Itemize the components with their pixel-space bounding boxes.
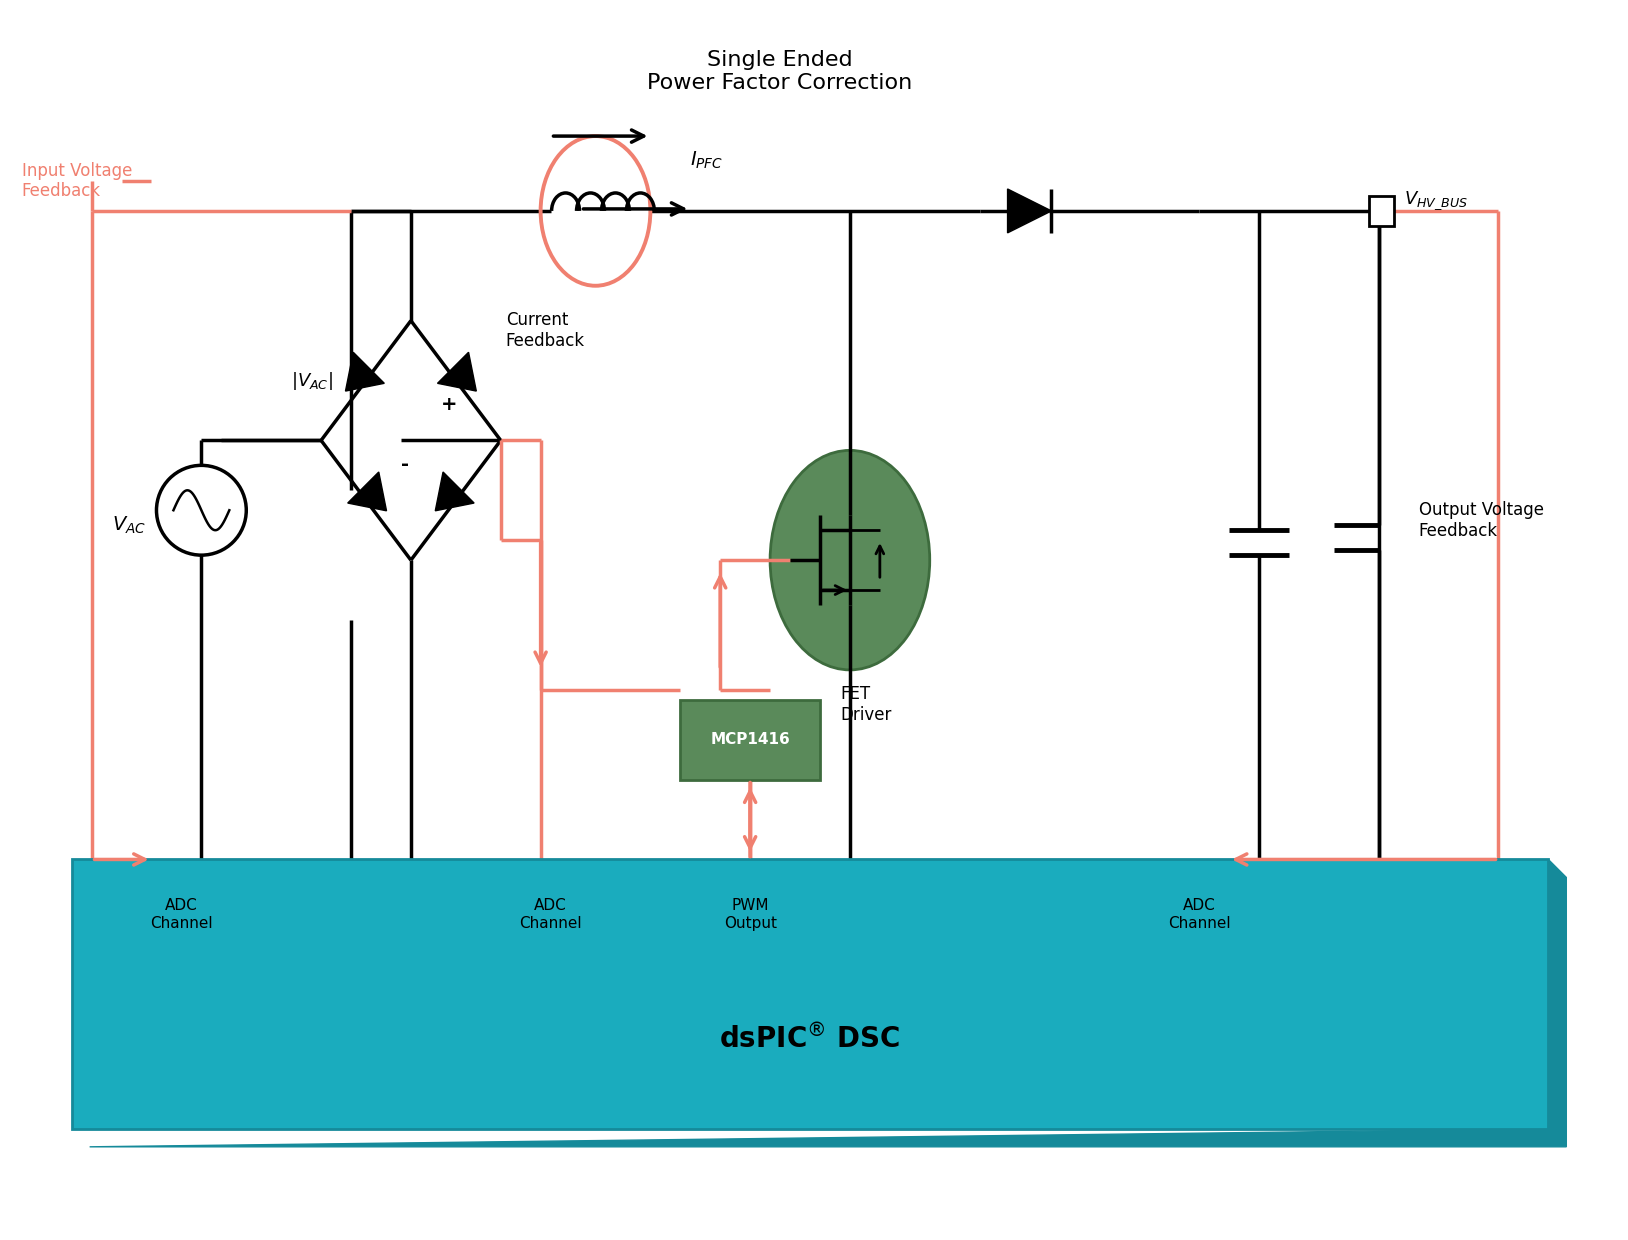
Text: $\mathit{I}_{PFC}$: $\mathit{I}_{PFC}$ [690,150,723,171]
Polygon shape [345,352,384,391]
FancyBboxPatch shape [681,699,821,780]
Text: Current
Feedback: Current Feedback [506,311,584,350]
Bar [1369,196,1394,226]
Polygon shape [1008,188,1052,233]
Polygon shape [438,352,477,391]
Text: ADC
Channel: ADC Channel [150,898,213,930]
Ellipse shape [770,450,930,670]
Text: Output Voltage
Feedback: Output Voltage Feedback [1418,501,1543,539]
Polygon shape [90,859,1566,1147]
Text: PWM
Output: PWM Output [723,898,777,930]
Text: -: - [400,455,409,475]
Text: +: + [441,396,457,414]
FancyBboxPatch shape [72,859,1548,1128]
Bar [1369,904,1394,934]
Text: $V_{AC}$: $V_{AC}$ [112,515,147,536]
Polygon shape [348,472,386,511]
Text: MCP1416: MCP1416 [710,733,790,748]
Text: dsPIC$^{\circledR}$ DSC: dsPIC$^{\circledR}$ DSC [720,1024,900,1054]
Text: Input Voltage
Feedback: Input Voltage Feedback [21,161,132,201]
Text: Single Ended
Power Factor Correction: Single Ended Power Factor Correction [648,50,913,93]
Text: $V_{HV\_BUS}$: $V_{HV\_BUS}$ [1403,190,1468,212]
Polygon shape [435,472,474,511]
Text: ADC
Channel: ADC Channel [1167,898,1231,930]
Text: ADC
Channel: ADC Channel [519,898,581,930]
Text: $|V_{AC}|$: $|V_{AC}|$ [291,370,334,392]
Circle shape [156,465,246,556]
Text: FET
Driver: FET Driver [840,684,891,724]
